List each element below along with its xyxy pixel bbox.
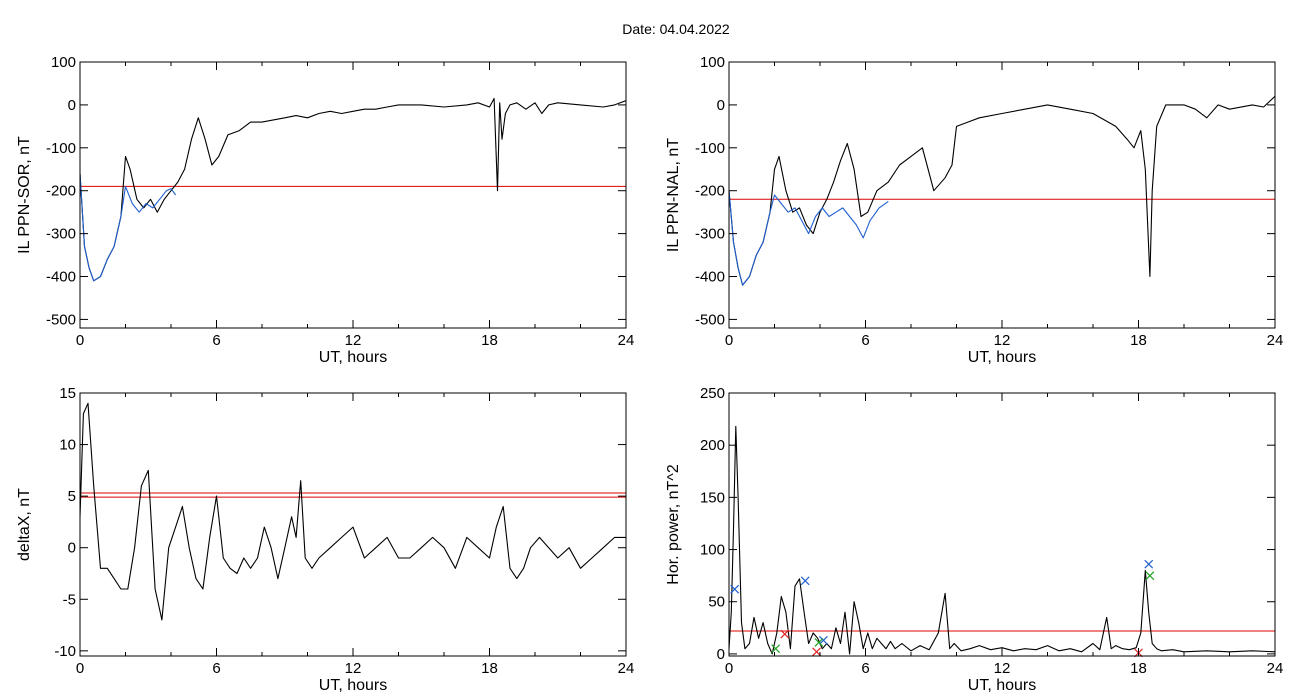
series-line-1 [729,95,1275,286]
y-tick-label: 0 [68,540,76,557]
marker-x-1 [730,584,740,594]
marker-stroke [771,644,781,654]
marker-stroke [780,629,790,639]
y-tick-label: 0 [717,97,725,114]
x-axis-label: UT, hours [319,349,387,366]
x-tick-label: 24 [618,660,635,677]
marker-x-4 [1144,559,1154,569]
y-axis-label: deltaX, nT [16,488,33,561]
x-tick-label: 24 [1267,660,1284,677]
y-tick-label: -400 [695,269,725,286]
y-tick-label: -200 [46,183,76,200]
x-tick-label: 18 [481,660,498,677]
y-tick-label: 15 [59,385,76,402]
x-tick-label: 0 [76,660,84,677]
y-tick-label: -500 [46,311,76,328]
y-tick-label: 100 [700,54,725,71]
y-tick-label: 10 [59,437,76,454]
y-axis-label: IL PPN-NAL, nT [665,138,682,252]
y-axis-label: Hor. power, nT^2 [665,464,682,585]
x-tick-label: 0 [76,332,84,349]
series-line-2 [80,173,177,282]
y-tick-label: -500 [695,311,725,328]
marker-stroke [814,638,824,647]
x-tick-label: 6 [861,660,869,677]
y-tick-label: 100 [700,542,725,559]
x-tick-label: 18 [1130,660,1147,677]
x-tick-label: 12 [345,660,362,677]
x-tick-label: 12 [994,660,1011,677]
x-tick-label: 0 [725,660,733,677]
chart-hpower: 0 6 12 18 24 250 200 150 100 50 0 UT, hours Hor. pow… [665,385,1283,694]
marker-stroke [1144,559,1154,569]
x-tick-label: 12 [994,332,1011,349]
y-tick-label: 250 [700,385,725,402]
chart-nal: 0 6 12 18 24 100 0 -100 -200 -300 -400 -500 UT, hour… [665,54,1283,366]
y-tick-label: 100 [51,54,76,71]
marker-stroke [818,635,828,645]
marker-x-3 [818,635,828,645]
y-tick-label: -200 [695,183,725,200]
series-line-1 [80,97,626,282]
series-line-1 [729,425,1275,655]
x-tick-label: 6 [212,332,220,349]
x-axis-label: UT, hours [319,677,387,694]
series-line-2 [729,190,889,286]
series-line-1 [80,402,626,621]
y-tick-label: 0 [717,646,725,663]
y-tick-label: 50 [708,594,725,611]
y-tick-label: -10 [54,643,76,660]
y-tick-label: -400 [46,269,76,286]
marker-stroke [730,584,740,594]
chart-deltax: 0 6 12 18 24 15 10 5 0 -5 -10 UT, hours deltaX, nT [16,385,634,694]
marker-stroke [1145,571,1155,581]
y-tick-label: -300 [46,226,76,243]
x-tick-label: 6 [212,660,220,677]
y-tick-label: 200 [700,437,725,454]
x-tick-label: 24 [1267,332,1284,349]
y-axis-label: IL PPN-SOR, nT [16,136,33,254]
marker-stroke [800,576,810,586]
marker-x-5 [771,644,781,654]
chart-sor: 0 6 12 18 24 100 0 -100 -200 -300 -400 -500 UT, hour… [16,54,634,366]
x-tick-label: 18 [1130,332,1147,349]
marker-x-2 [800,576,810,586]
y-tick-label: -100 [46,140,76,157]
y-tick-label: -300 [695,226,725,243]
marker-x-9 [812,647,822,657]
marker-x-7 [1145,571,1155,581]
y-tick-label: 0 [68,97,76,114]
y-tick-label: -100 [695,140,725,157]
x-tick-label: 24 [618,332,635,349]
x-axis-label: UT, hours [968,349,1036,366]
y-tick-label: 5 [68,488,76,505]
figure-title: Date: 04.04.2022 [622,21,730,37]
x-tick-label: 12 [345,332,362,349]
x-tick-label: 6 [861,332,869,349]
x-tick-label: 0 [725,332,733,349]
marker-stroke [812,647,822,657]
x-axis-label: UT, hours [968,677,1036,694]
x-tick-label: 18 [481,332,498,349]
y-tick-label: -5 [63,591,76,608]
marker-x-8 [780,629,790,639]
y-tick-label: 150 [700,489,725,506]
marker-x-6 [814,638,824,647]
